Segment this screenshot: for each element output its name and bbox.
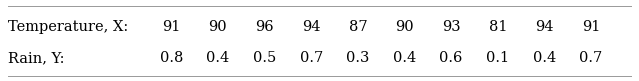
Text: 94: 94 [302,20,320,34]
Text: 0.7: 0.7 [300,51,323,65]
Text: 90: 90 [208,20,227,34]
Text: 0.1: 0.1 [486,51,509,65]
Text: 0.5: 0.5 [253,51,276,65]
Text: 81: 81 [489,20,507,34]
Text: 91: 91 [582,20,600,34]
Text: 87: 87 [348,20,367,34]
Text: 0.4: 0.4 [393,51,416,65]
Text: 0.8: 0.8 [160,51,183,65]
Text: 0.4: 0.4 [533,51,556,65]
Text: 0.3: 0.3 [346,51,369,65]
Text: 90: 90 [395,20,414,34]
Text: 96: 96 [255,20,274,34]
Text: 91: 91 [162,20,180,34]
Text: 93: 93 [442,20,461,34]
Text: 0.4: 0.4 [206,51,229,65]
Text: Rain, Y:: Rain, Y: [8,51,64,65]
Text: 0.7: 0.7 [580,51,603,65]
Text: 0.6: 0.6 [440,51,463,65]
Text: Temperature, X:: Temperature, X: [8,20,128,34]
Text: 94: 94 [535,20,553,34]
